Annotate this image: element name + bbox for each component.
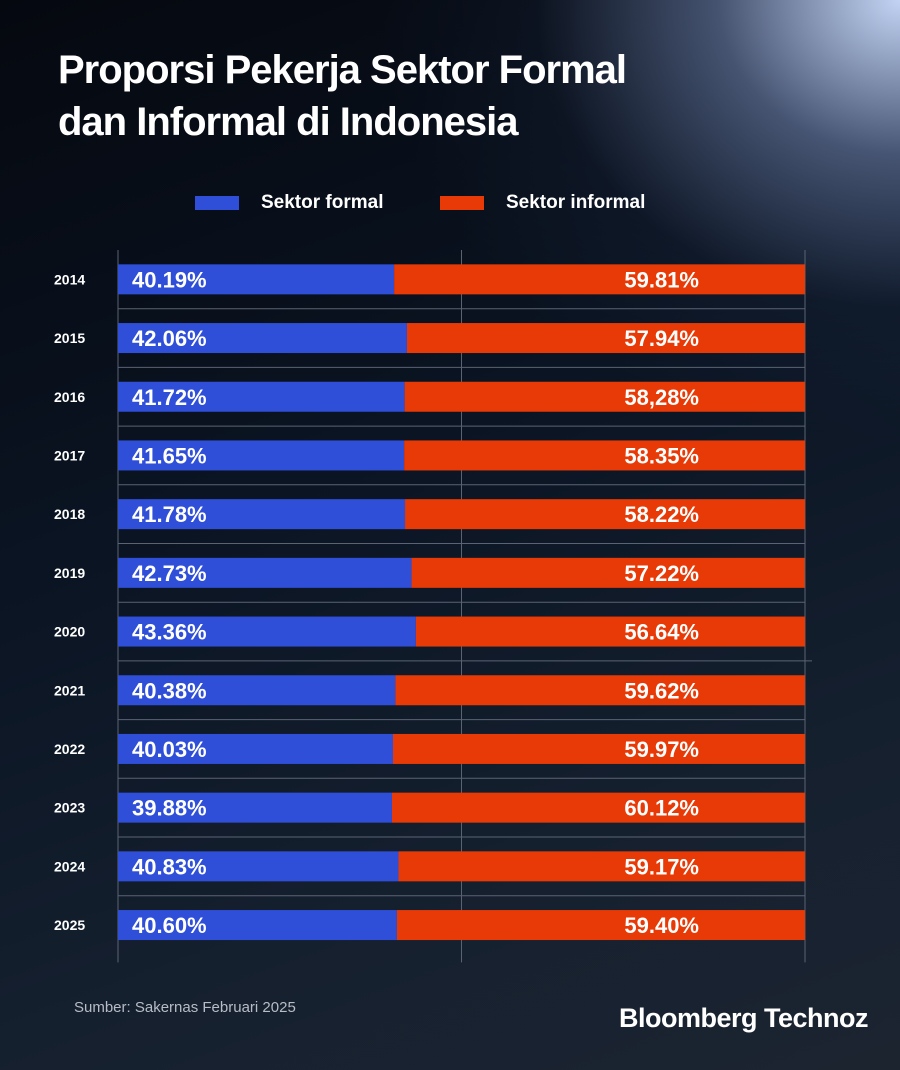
year-label-2015: 2015: [54, 330, 85, 346]
data-label-formal-2014: 40.19%: [132, 267, 207, 292]
bar-informal-2017: [404, 440, 805, 471]
source-note: Sumber: Sakernas Februari 2025: [74, 999, 296, 1016]
chart-title-line-2: dan Informal di Indonesia: [58, 100, 519, 144]
bar-informal-2023: [391, 792, 805, 823]
year-label-2020: 2020: [54, 624, 85, 640]
bar-formal-2020: [118, 616, 416, 647]
data-label-informal-2021: 59.62%: [624, 678, 699, 703]
data-label-formal-2024: 40.83%: [132, 854, 207, 879]
year-label-2019: 2019: [54, 565, 85, 581]
bar-informal-2014: [394, 264, 805, 295]
year-label-2025: 2025: [54, 917, 85, 933]
year-label-2023: 2023: [54, 800, 85, 816]
chart-title-line-1: Proporsi Pekerja Sektor Formal: [58, 48, 627, 92]
bar-formal-2022: [118, 733, 394, 764]
legend-swatch-informal: [440, 196, 484, 210]
data-label-formal-2016: 41.72%: [132, 385, 207, 410]
legend-label-informal: Sektor informal: [506, 192, 646, 213]
data-label-formal-2021: 40.38%: [132, 678, 207, 703]
year-label-2016: 2016: [54, 389, 85, 405]
data-label-informal-2014: 59.81%: [624, 267, 699, 292]
year-label-2024: 2024: [54, 858, 85, 874]
year-label-2021: 2021: [54, 682, 85, 698]
chart-legend: Sektor formal Sektor informal: [0, 192, 900, 222]
data-label-informal-2022: 59.97%: [624, 737, 699, 762]
bar-informal-2024: [398, 851, 805, 882]
bar-informal-2022: [393, 733, 805, 764]
data-label-informal-2025: 59.40%: [624, 913, 699, 938]
data-label-informal-2020: 56.64%: [624, 620, 699, 645]
bar-informal-2016: [404, 381, 805, 412]
bar-formal-2018: [118, 499, 406, 530]
data-label-informal-2023: 60.12%: [624, 796, 699, 821]
data-label-informal-2017: 58.35%: [624, 443, 699, 468]
bar-formal-2016: [118, 381, 405, 412]
bar-formal-2023: [118, 792, 392, 823]
bar-formal-2025: [118, 910, 397, 941]
data-label-formal-2025: 40.60%: [132, 913, 207, 938]
data-label-formal-2019: 42.73%: [132, 561, 207, 586]
data-label-informal-2015: 57.94%: [624, 326, 699, 351]
bar-informal-2015: [406, 323, 805, 354]
bar-formal-2017: [118, 440, 405, 471]
data-label-formal-2015: 42.06%: [132, 326, 207, 351]
year-label-2022: 2022: [54, 741, 85, 757]
data-label-informal-2016: 58,28%: [624, 385, 699, 410]
data-label-informal-2019: 57.22%: [624, 561, 699, 586]
legend-swatch-formal: [195, 196, 239, 210]
bar-informal-2025: [396, 910, 805, 941]
legend-item-informal: Sektor informal: [440, 192, 645, 214]
bar-informal-2021: [395, 675, 805, 706]
data-label-formal-2023: 39.88%: [132, 796, 207, 821]
bar-informal-2020: [415, 616, 805, 647]
data-label-formal-2020: 43.36%: [132, 620, 207, 645]
year-label-2017: 2017: [54, 447, 85, 463]
bar-formal-2015: [118, 323, 407, 354]
year-label-2018: 2018: [54, 506, 85, 522]
bar-informal-2018: [405, 499, 805, 530]
chart-title: Proporsi Pekerja Sektor Formal dan Infor…: [58, 44, 758, 148]
bar-informal-2019: [411, 557, 805, 588]
data-label-informal-2024: 59.17%: [624, 854, 699, 879]
year-label-2014: 2014: [54, 271, 85, 287]
bar-formal-2014: [118, 264, 395, 295]
bar-formal-2019: [118, 557, 412, 588]
bar-formal-2024: [118, 851, 399, 882]
data-label-informal-2018: 58.22%: [624, 502, 699, 527]
data-label-formal-2017: 41.65%: [132, 443, 207, 468]
legend-label-formal: Sektor formal: [261, 192, 384, 213]
legend-item-formal: Sektor formal: [195, 192, 383, 214]
bar-formal-2021: [118, 675, 396, 706]
data-label-formal-2018: 41.78%: [132, 502, 207, 527]
brand-logo: Bloomberg Technoz: [618, 1003, 869, 1033]
data-label-formal-2022: 40.03%: [132, 737, 207, 762]
